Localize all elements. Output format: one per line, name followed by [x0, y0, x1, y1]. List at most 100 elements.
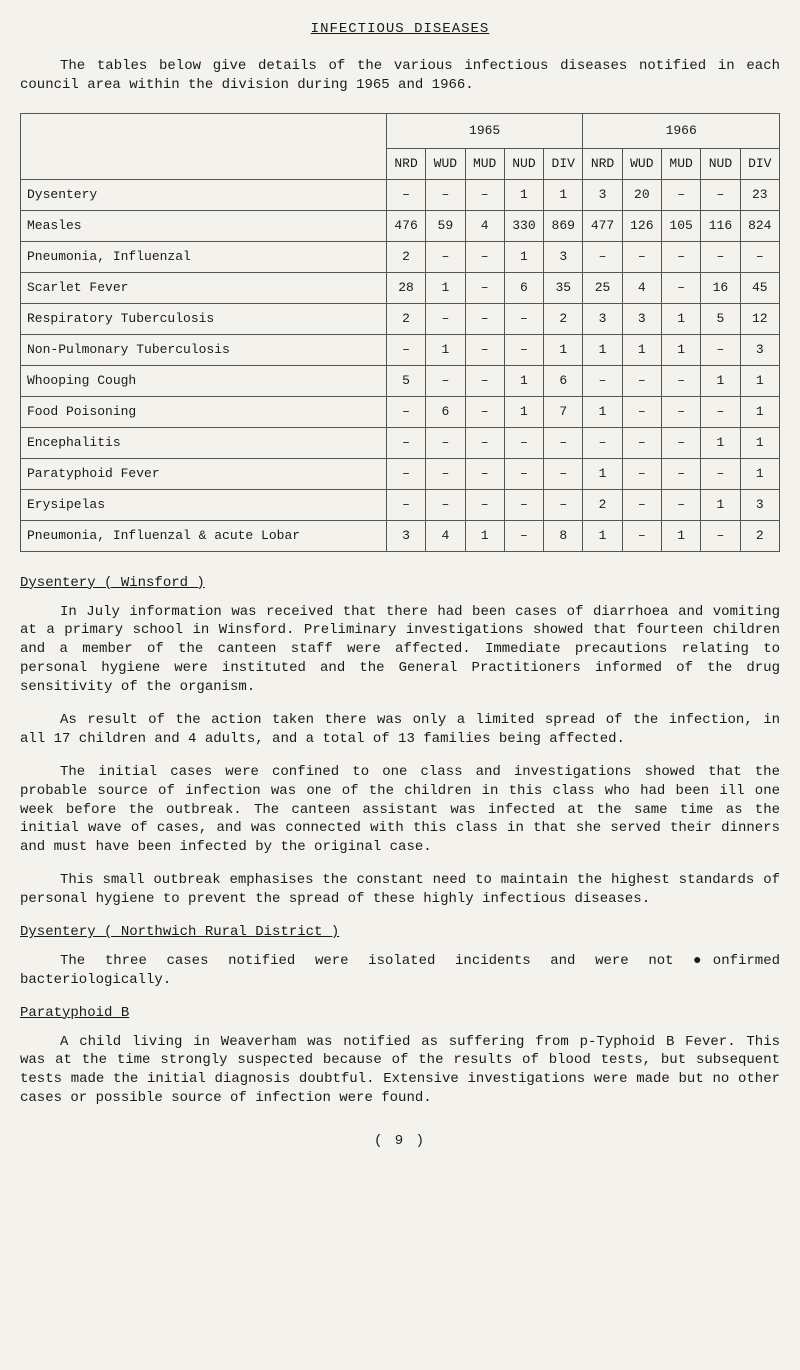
- col-blank: [21, 113, 387, 179]
- cell: –: [426, 179, 465, 210]
- cell: 4: [622, 272, 661, 303]
- cell: 6: [426, 396, 465, 427]
- row-name: Pneumonia, Influenzal: [21, 241, 387, 272]
- table-row: Non-Pulmonary Tuberculosis–1––1111–3: [21, 334, 780, 365]
- cell: 1: [426, 272, 465, 303]
- cell: –: [701, 241, 740, 272]
- cell: 7: [544, 396, 583, 427]
- year-1966: 1966: [583, 113, 780, 148]
- col-nud-1966: NUD: [701, 148, 740, 179]
- cell: –: [622, 520, 661, 551]
- cell: –: [386, 489, 425, 520]
- cell: –: [465, 334, 504, 365]
- sec3-p1: A child living in Weaverham was notified…: [20, 1033, 780, 1109]
- cell: 1: [544, 334, 583, 365]
- cell: –: [661, 396, 700, 427]
- col-nud-1965: NUD: [504, 148, 543, 179]
- cell: –: [386, 427, 425, 458]
- section-dysentery-winsford: Dysentery ( Winsford ): [20, 574, 780, 593]
- cell: 25: [583, 272, 622, 303]
- row-name: Pneumonia, Influenzal & acute Lobar: [21, 520, 387, 551]
- row-name: Non-Pulmonary Tuberculosis: [21, 334, 387, 365]
- sec1-p2: As result of the action taken there was …: [20, 711, 780, 749]
- table-row: Dysentery–––11320––23: [21, 179, 780, 210]
- cell: 1: [740, 427, 779, 458]
- cell: 869: [544, 210, 583, 241]
- cell: –: [465, 396, 504, 427]
- cell: –: [583, 427, 622, 458]
- col-mud-1965: MUD: [465, 148, 504, 179]
- row-name: Erysipelas: [21, 489, 387, 520]
- cell: 16: [701, 272, 740, 303]
- table-row: Scarlet Fever281–635254–1645: [21, 272, 780, 303]
- cell: 1: [465, 520, 504, 551]
- cell: –: [661, 241, 700, 272]
- cell: 1: [661, 520, 700, 551]
- cell: 2: [386, 241, 425, 272]
- cell: 12: [740, 303, 779, 334]
- cell: 824: [740, 210, 779, 241]
- cell: 105: [661, 210, 700, 241]
- cell: –: [661, 489, 700, 520]
- cell: 20: [622, 179, 661, 210]
- table-row: Whooping Cough5––16–––11: [21, 365, 780, 396]
- cell: 1: [701, 489, 740, 520]
- cell: –: [465, 365, 504, 396]
- cell: –: [740, 241, 779, 272]
- sec1-p4: This small outbreak emphasises the const…: [20, 871, 780, 909]
- cell: –: [504, 334, 543, 365]
- cell: 1: [661, 334, 700, 365]
- diseases-table: 1965 1966 NRDWUDMUDNUDDIVNRDWUDMUDNUDDIV…: [20, 113, 780, 552]
- cell: 5: [701, 303, 740, 334]
- cell: 1: [740, 365, 779, 396]
- col-div-1965: DIV: [544, 148, 583, 179]
- cell: 3: [622, 303, 661, 334]
- cell: –: [386, 458, 425, 489]
- table-row: Pneumonia, Influenzal2––13–––––: [21, 241, 780, 272]
- cell: –: [661, 272, 700, 303]
- col-nrd-1965: NRD: [386, 148, 425, 179]
- cell: –: [465, 241, 504, 272]
- cell: –: [544, 458, 583, 489]
- cell: 3: [583, 179, 622, 210]
- cell: 1: [740, 396, 779, 427]
- cell: 1: [426, 334, 465, 365]
- cell: 23: [740, 179, 779, 210]
- cell: –: [426, 489, 465, 520]
- cell: 8: [544, 520, 583, 551]
- cell: –: [544, 427, 583, 458]
- cell: –: [465, 427, 504, 458]
- cell: –: [386, 334, 425, 365]
- table-row: Encephalitis––––––––11: [21, 427, 780, 458]
- cell: –: [622, 241, 661, 272]
- table-row: Erysipelas–––––2––13: [21, 489, 780, 520]
- cell: 1: [661, 303, 700, 334]
- row-name: Paratyphoid Fever: [21, 458, 387, 489]
- cell: 1: [583, 520, 622, 551]
- intro-text: The tables below give details of the var…: [20, 57, 780, 95]
- col-nrd-1966: NRD: [583, 148, 622, 179]
- cell: –: [504, 427, 543, 458]
- col-wud-1966: WUD: [622, 148, 661, 179]
- cell: –: [661, 458, 700, 489]
- cell: 330: [504, 210, 543, 241]
- cell: 28: [386, 272, 425, 303]
- cell: –: [504, 520, 543, 551]
- cell: 1: [504, 365, 543, 396]
- cell: –: [426, 458, 465, 489]
- cell: 1: [583, 396, 622, 427]
- cell: 6: [504, 272, 543, 303]
- cell: 1: [701, 427, 740, 458]
- cell: –: [622, 427, 661, 458]
- cell: –: [465, 179, 504, 210]
- cell: –: [386, 396, 425, 427]
- page-number: ( 9 ): [20, 1132, 780, 1151]
- cell: 1: [504, 396, 543, 427]
- row-name: Respiratory Tuberculosis: [21, 303, 387, 334]
- row-name: Scarlet Fever: [21, 272, 387, 303]
- cell: –: [426, 241, 465, 272]
- cell: 2: [386, 303, 425, 334]
- cell: 2: [583, 489, 622, 520]
- row-name: Food Poisoning: [21, 396, 387, 427]
- table-row: Paratyphoid Fever–––––1–––1: [21, 458, 780, 489]
